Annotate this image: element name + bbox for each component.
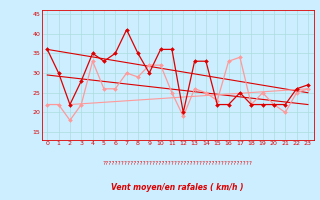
Text: ????????????????????????????????????????????????: ????????????????????????????????????????… xyxy=(103,161,252,166)
Text: Vent moyen/en rafales ( km/h ): Vent moyen/en rafales ( km/h ) xyxy=(111,183,244,192)
